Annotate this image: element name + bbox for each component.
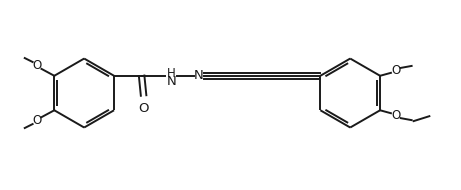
Text: N: N xyxy=(194,69,204,82)
Text: O: O xyxy=(32,114,41,127)
Text: H: H xyxy=(167,67,176,80)
Text: O: O xyxy=(391,64,401,77)
Text: N: N xyxy=(166,75,176,88)
Text: O: O xyxy=(391,109,401,122)
Text: O: O xyxy=(138,102,149,115)
Text: O: O xyxy=(32,59,41,72)
